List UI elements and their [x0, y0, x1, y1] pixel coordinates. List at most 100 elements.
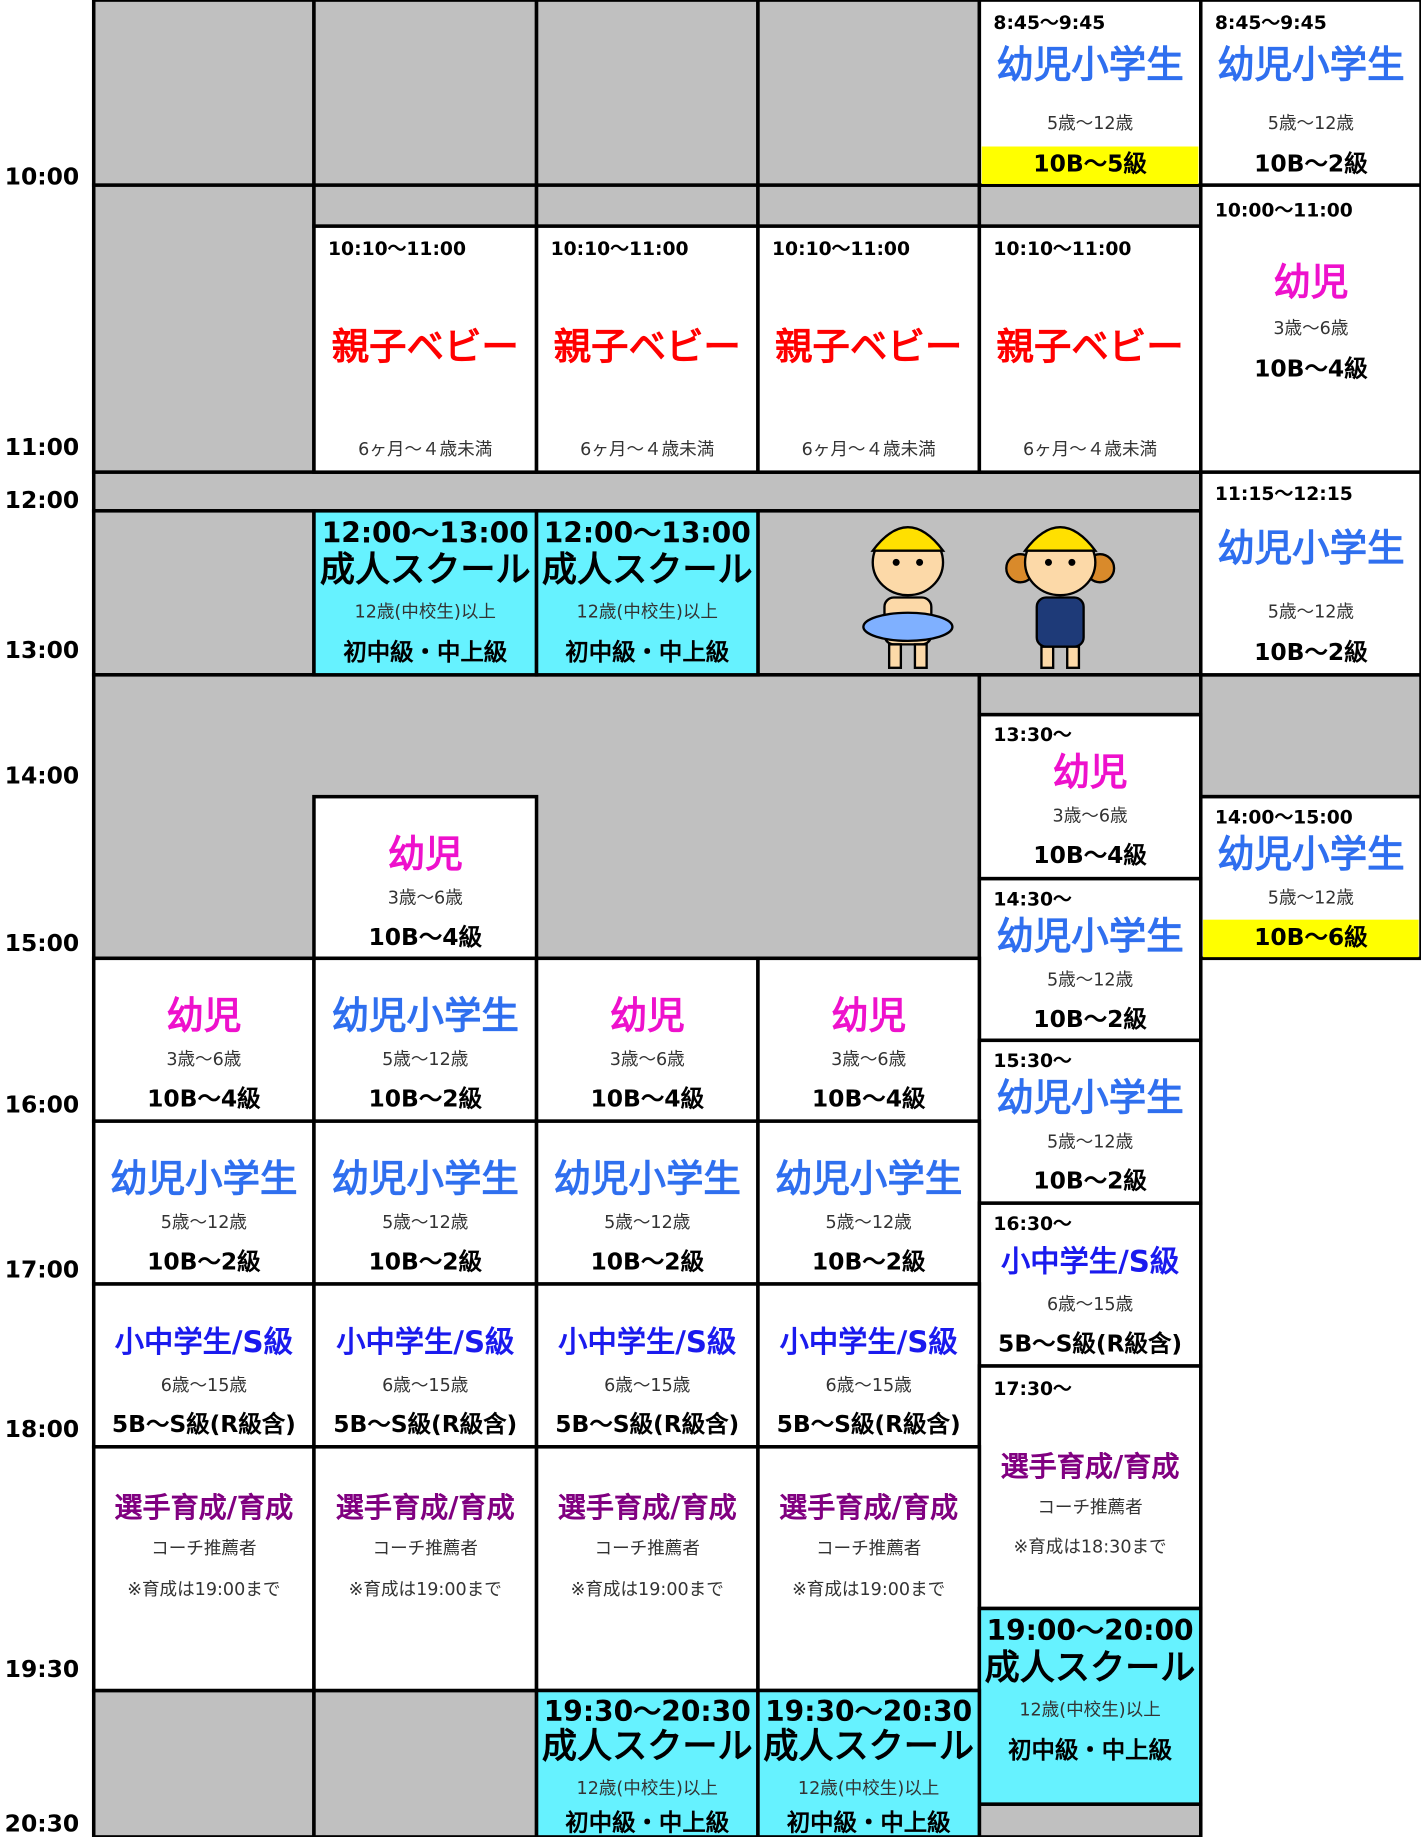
session-time: 13:30～ — [993, 725, 1072, 746]
empty-cell — [91, 1688, 316, 1839]
session-time: 10:10～11:00 — [551, 239, 689, 260]
session-level: 10B～2級 — [1033, 1005, 1147, 1033]
session-title: 幼児 — [388, 832, 463, 876]
session-level: 10B～2級 — [1033, 1167, 1147, 1195]
empty-cell — [91, 0, 316, 187]
session-age: コーチ推薦者 — [373, 1539, 478, 1559]
time-label: 10:00 — [5, 163, 80, 191]
session-title: 幼児小学生 — [996, 1076, 1183, 1120]
empty-cell — [91, 183, 316, 474]
session-time: 12:00～13:00 — [544, 516, 751, 549]
empty-cell — [977, 183, 1203, 228]
session-cell: 8:45～9:45 幼児小学生 5歳～12歳 10B～2級 — [1199, 0, 1421, 187]
cell-box — [534, 956, 760, 1123]
session-age: 6歳～15歳 — [161, 1376, 247, 1396]
session-age: 6ヶ月～４歳未満 — [358, 440, 492, 460]
grid — [91, 0, 1421, 1839]
session-time: 8:45～9:45 — [993, 13, 1105, 34]
empty-cell — [756, 0, 982, 187]
session-age: 12歳(中校生)以上 — [577, 603, 718, 623]
session-level: 10B～2級 — [368, 1085, 482, 1113]
session-cell: 14:00～15:00 幼児小学生 5歳～12歳 10B～6級 — [1199, 794, 1421, 961]
sessions: 8:45～9:45 幼児小学生 5歳～12歳 10B～5級 8:45～9:45 幼児小学生… — [91, 0, 1421, 1839]
session-age: 5歳～12歳 — [382, 1213, 468, 1233]
session-level: 初中級・中上級 — [343, 638, 507, 666]
session-level: 5B～S級(R級含) — [555, 1410, 739, 1438]
cell-box — [977, 1606, 1203, 1806]
cell-box — [534, 1282, 760, 1449]
session-title: 親子ベビー — [775, 325, 962, 369]
session-age: コーチ推薦者 — [151, 1539, 256, 1559]
cell-box — [534, 509, 760, 677]
session-level: 10B～2級 — [1254, 638, 1368, 666]
cell-box — [312, 1282, 539, 1449]
time-label: 15:00 — [5, 929, 80, 957]
session-time: 19:30～20:30 — [544, 1695, 751, 1728]
session-cell: 10:10～11:00 親子ベビー 6ヶ月～４歳未満 — [756, 224, 982, 474]
session-cell: 13:30～ 幼児 3歳～6歳 10B～4級 — [977, 712, 1203, 881]
session-time: 19:30～20:30 — [765, 1695, 972, 1728]
session-level: 10B～4級 — [1033, 841, 1147, 869]
cell-box — [756, 956, 982, 1123]
cell-box — [756, 1282, 982, 1449]
session-cell: 幼児 3歳～6歳 10B～4級 — [534, 956, 760, 1123]
session-title: 幼児 — [1273, 260, 1348, 304]
session-age: 6歳～15歳 — [826, 1376, 912, 1396]
time-label: 20:30 — [5, 1810, 80, 1837]
session-level: 10B～4級 — [590, 1085, 704, 1113]
session-cell: 8:45～9:45 幼児小学生 5歳～12歳 10B～5級 — [977, 0, 1203, 187]
session-cell: 10:10～11:00 親子ベビー 6ヶ月～４歳未満 — [534, 224, 760, 474]
session-age: 5歳～12歳 — [1268, 603, 1354, 623]
session-level: 初中級・中上級 — [565, 1809, 729, 1837]
empty-cell — [534, 0, 760, 187]
session-level: 10B～2級 — [812, 1247, 926, 1275]
cell-box — [756, 1688, 982, 1839]
session-time: 17:30～ — [993, 1379, 1072, 1400]
session-title: 選手育成/育成 — [114, 1491, 293, 1524]
session-cell: 幼児小学生 5歳～12歳 10B～2級 — [756, 1119, 982, 1286]
session-age: 6ヶ月～４歳未満 — [802, 440, 936, 460]
session-level: 10B～2級 — [368, 1247, 482, 1275]
cell-box — [977, 1201, 1203, 1368]
session-title: 幼児小学生 — [996, 42, 1183, 86]
session-age: 12歳(中校生)以上 — [1019, 1700, 1160, 1720]
cell-box — [1199, 470, 1421, 677]
session-title: 幼児小学生 — [775, 1156, 962, 1200]
session-cell: 10:10～11:00 親子ベビー 6ヶ月～４歳未満 — [312, 224, 539, 474]
empty-cell — [312, 1688, 539, 1839]
session-cell: 15:30～ 幼児小学生 5歳～12歳 10B～2級 — [977, 1038, 1203, 1205]
session-cell: 10:00～11:00 幼児 3歳～6歳 10B～4級 — [1199, 183, 1421, 474]
session-time: 10:10～11:00 — [772, 239, 910, 260]
session-cell: 幼児小学生 5歳～12歳 10B～2級 — [312, 956, 539, 1123]
session-level: 初中級・中上級 — [787, 1809, 951, 1837]
session-level: 10B～4級 — [147, 1085, 261, 1113]
session-note: ※育成は19:00まで — [792, 1580, 945, 1600]
cell-box — [312, 956, 539, 1123]
empty-cell — [756, 509, 1203, 677]
session-title: 成人スクール — [320, 550, 531, 591]
empty-cell — [1199, 673, 1421, 799]
mascots — [862, 526, 1116, 669]
session-level: 5B～S級(R級含) — [777, 1410, 961, 1438]
session-time: 19:00～20:00 — [987, 1614, 1194, 1647]
session-title: 小中学生/S級 — [336, 1325, 515, 1359]
session-cell: 11:15～12:15 幼児小学生 5歳～12歳 10B～2級 — [1199, 470, 1421, 677]
session-time: 11:15～12:15 — [1215, 484, 1353, 505]
session-age: 12歳(中校生)以上 — [798, 1779, 939, 1799]
session-title: 小中学生/S級 — [115, 1325, 294, 1359]
cell-box — [977, 1364, 1203, 1611]
session-cell: 小中学生/S級 6歳～15歳 5B～S級(R級含) — [91, 1282, 316, 1449]
session-time: 16:30～ — [993, 1214, 1072, 1235]
session-cell: 幼児 3歳～6歳 10B～4級 — [312, 794, 539, 961]
session-time: 10:10～11:00 — [328, 239, 466, 260]
session-age: 5歳～12歳 — [382, 1050, 468, 1070]
cell-box — [312, 1119, 539, 1286]
session-title: 成人スクール — [542, 550, 753, 591]
time-label: 17:00 — [5, 1256, 80, 1284]
session-level: 10B～4級 — [1254, 355, 1368, 383]
time-label: 19:30 — [5, 1655, 80, 1683]
